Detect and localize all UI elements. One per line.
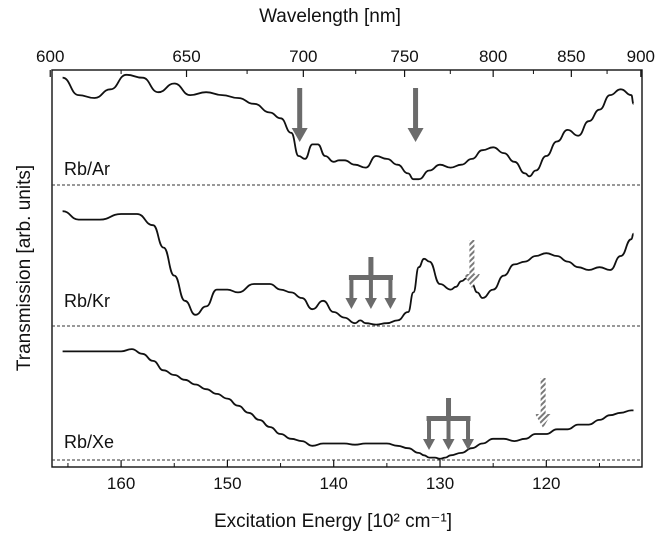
bottom-axis-title: Excitation Energy [10² cm⁻¹] xyxy=(214,511,452,532)
triplet-arrow-1 xyxy=(442,418,455,450)
top-tick-label: 800 xyxy=(479,47,507,66)
arrow-triplet-rb-xe xyxy=(423,398,475,450)
triplet-stem xyxy=(368,257,374,277)
arrow-solid-rb-ar-1 xyxy=(407,88,424,142)
series-line-rb-ar xyxy=(62,73,635,181)
top-axis-title: Wavelength [nm] xyxy=(259,6,401,27)
arrow-hatched-rb-xe-3 xyxy=(535,378,552,428)
panel-label-rb-ar: Rb/Ar xyxy=(64,159,110,179)
top-tick-label: 900 xyxy=(627,47,655,66)
top-tick-label: 850 xyxy=(557,47,585,66)
bottom-tick-label: 130 xyxy=(426,474,454,493)
bottom-tick-label: 120 xyxy=(532,474,560,493)
top-tick-label: 750 xyxy=(390,47,418,66)
bottom-tick-label: 160 xyxy=(107,474,135,493)
series-line-rb-kr xyxy=(62,210,634,326)
plot-frame xyxy=(51,69,643,468)
arrow-triplet-rb-kr xyxy=(345,257,397,309)
top-tick-label: 600 xyxy=(36,47,64,66)
triplet-arrow-0 xyxy=(423,418,436,450)
arrow-solid-rb-ar-0 xyxy=(291,88,308,142)
bottom-tick-label: 140 xyxy=(320,474,348,493)
triplet-arrow-2 xyxy=(384,277,397,309)
top-tick-label: 650 xyxy=(172,47,200,66)
series-line-rb-xe xyxy=(62,348,634,460)
triplet-arrow-2 xyxy=(462,418,475,450)
triplet-arrow-1 xyxy=(364,277,377,309)
arrow-hatched-rb-kr-2 xyxy=(463,240,480,288)
panel-label-rb-xe: Rb/Xe xyxy=(64,432,114,452)
triplet-arrow-0 xyxy=(345,277,358,309)
top-tick-label: 700 xyxy=(289,47,317,66)
panel-label-rb-kr: Rb/Kr xyxy=(64,291,110,311)
triplet-stem xyxy=(446,398,452,418)
y-axis-title: Transmission [arb. units] xyxy=(14,165,35,371)
bottom-tick-label: 150 xyxy=(213,474,241,493)
